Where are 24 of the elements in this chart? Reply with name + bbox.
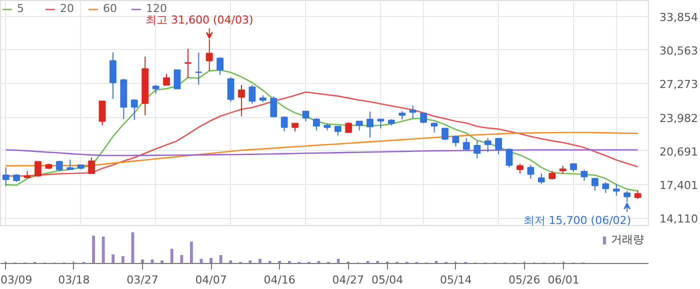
x-tick-label: 05/14 [440,274,472,286]
x-tick-label: 03/18 [58,274,90,286]
legend-label: 120 [146,2,167,15]
y-tick-label: 23,982 [660,112,698,125]
legend-label: 거래량 [611,232,644,247]
legend-label: 20 [60,2,75,15]
y-tick-label: 17,401 [660,179,698,192]
x-tick-label: 04/16 [264,274,296,286]
x-tick-label: 05/26 [508,274,540,286]
legend-label: 60 [103,2,118,15]
legend-label: 5 [17,2,25,15]
y-tick-label: 27,273 [660,78,698,92]
x-tick-label: 03/27 [126,274,158,286]
y-tick-label: 30,563 [660,44,698,58]
annotation: 최저 15,700 (06/02) [523,214,632,227]
y-tick-label: 14,110 [660,212,698,226]
x-tick-label: 04/27 [332,274,364,286]
y-tick-label: 20,691 [660,145,698,158]
x-tick-label: 05/04 [371,274,404,286]
x-tick-label: 04/07 [195,274,227,286]
x-tick-label: 06/01 [548,274,580,286]
annotation: 최고 31,600 (04/03) [145,13,254,26]
x-tick-label: 03/09 [0,274,32,286]
y-tick-label: 33,854 [660,10,698,24]
